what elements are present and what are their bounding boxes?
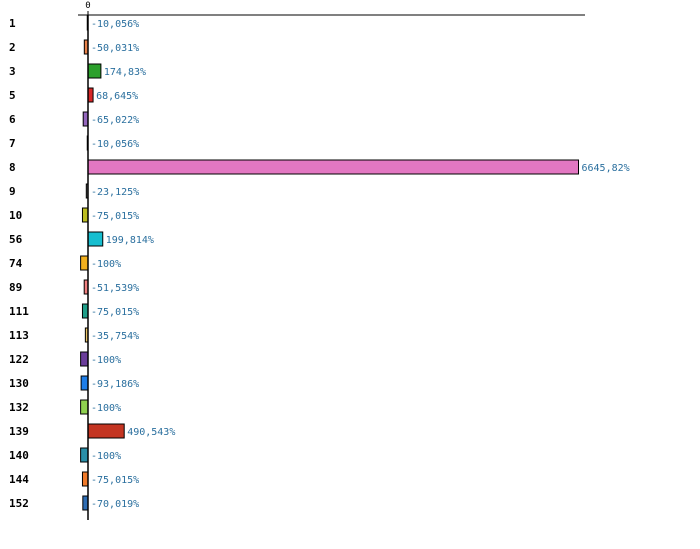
- category-label: 7: [9, 137, 16, 150]
- value-label: -93,186%: [91, 379, 139, 390]
- bar-10: [81, 207, 89, 223]
- value-label: -50,031%: [91, 43, 139, 54]
- bar-5: [87, 87, 94, 103]
- value-label: 174,83%: [104, 67, 146, 78]
- category-label: 89: [9, 281, 22, 294]
- category-label: 3: [9, 65, 16, 78]
- bars-group: [80, 15, 579, 511]
- category-label: 6: [9, 113, 16, 126]
- category-label: 2: [9, 41, 16, 54]
- category-label: 132: [9, 401, 29, 414]
- category-label: 152: [9, 497, 29, 510]
- category-label: 130: [9, 377, 29, 390]
- bar-3: [87, 63, 102, 79]
- bar-122: [80, 351, 89, 367]
- category-label: 5: [9, 89, 16, 102]
- bar-132: [80, 399, 89, 415]
- value-label: -10,056%: [91, 19, 139, 30]
- value-label: -75,015%: [91, 307, 139, 318]
- x-axis: 0: [78, 1, 585, 16]
- value-label: -100%: [91, 355, 121, 366]
- category-label: 10: [9, 209, 22, 222]
- bar-74: [80, 255, 89, 271]
- category-label: 1: [9, 17, 16, 30]
- category-label: 8: [9, 161, 16, 174]
- value-label: -70,019%: [91, 499, 139, 510]
- value-label: -23,125%: [91, 187, 139, 198]
- bar-139: [87, 423, 125, 439]
- value-labels: -10,056% -50,031% 174,83% 68,645% -65,022% -1…: [91, 19, 630, 510]
- value-label: 68,645%: [96, 91, 138, 102]
- value-label: -100%: [91, 259, 121, 270]
- x-tick-label: 0: [85, 1, 90, 11]
- category-label: 140: [9, 449, 29, 462]
- bar-140: [80, 447, 89, 463]
- bar-111: [81, 303, 89, 319]
- value-label: -100%: [91, 451, 121, 462]
- category-label: 74: [9, 257, 23, 270]
- bar-144: [81, 471, 89, 487]
- category-labels: 1235678910567489111113122130132139140144…: [9, 17, 29, 510]
- category-label: 139: [9, 425, 29, 438]
- value-label: -51,539%: [91, 283, 139, 294]
- bar-8: [87, 159, 579, 175]
- value-label: -75,015%: [91, 475, 139, 486]
- category-label: 111: [9, 305, 29, 318]
- value-label: -35,754%: [91, 331, 139, 342]
- bar-56: [87, 231, 104, 247]
- category-label: 9: [9, 185, 16, 198]
- category-label: 113: [9, 329, 29, 342]
- value-label: -10,056%: [91, 139, 139, 150]
- bar-130: [80, 375, 89, 391]
- value-label: 490,543%: [127, 427, 175, 438]
- category-label: 122: [9, 353, 29, 366]
- category-label: 144: [9, 473, 29, 486]
- bar-152: [82, 495, 89, 511]
- value-label: -65,022%: [91, 115, 139, 126]
- value-label: 6645,82%: [582, 163, 630, 174]
- value-label: -100%: [91, 403, 121, 414]
- category-label: 56: [9, 233, 23, 246]
- value-label: 199,814%: [106, 235, 154, 246]
- value-label: -75,015%: [91, 211, 139, 222]
